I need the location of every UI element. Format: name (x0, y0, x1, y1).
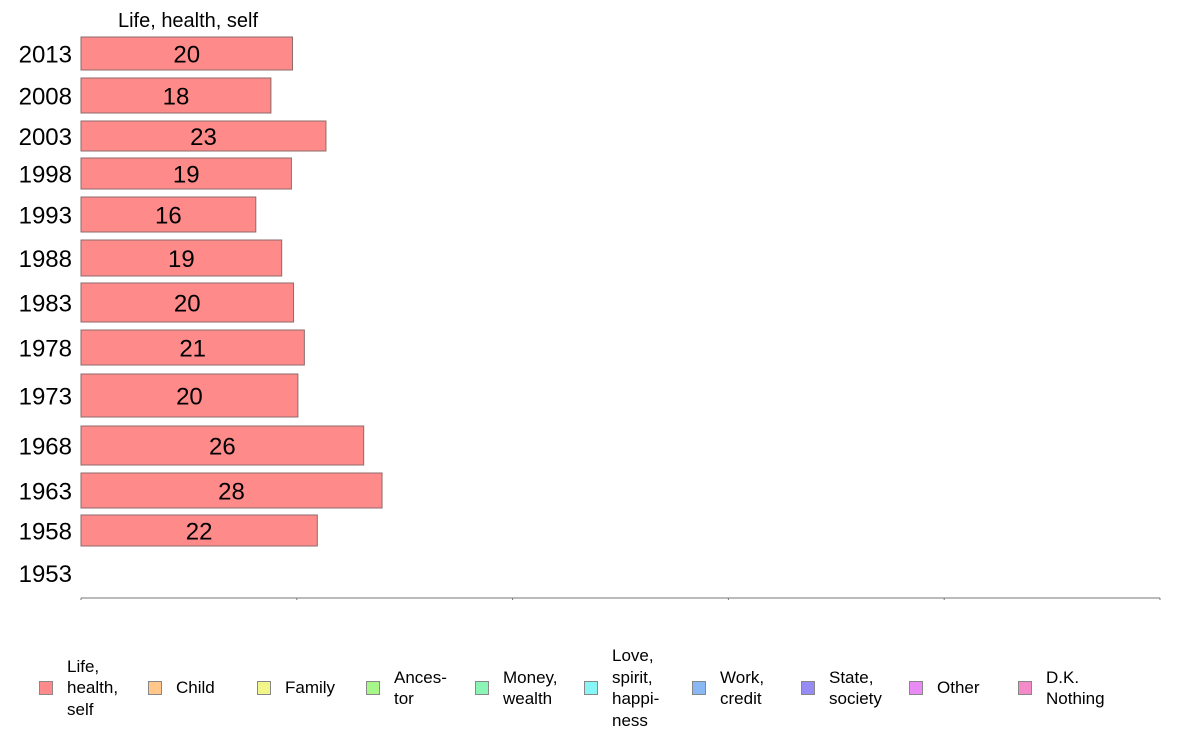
legend-label: Child (176, 678, 215, 698)
bar-value-label-1998: 19 (173, 162, 200, 189)
year-label-1988: 1988 (19, 246, 72, 273)
bar-1963 (80, 472, 383, 509)
bar-1988 (80, 239, 283, 277)
bar-value-label-2008: 18 (163, 84, 190, 111)
bar-1978 (80, 329, 305, 366)
year-label-2013: 2013 (19, 42, 72, 69)
year-label-2008: 2008 (19, 84, 72, 111)
bar-value-label-1973: 20 (176, 384, 203, 411)
legend-item: Work, credit (692, 640, 764, 736)
year-label-1953: 1953 (19, 561, 72, 588)
legend-label: Life, health, self (67, 656, 119, 719)
legend-item: State, society (801, 640, 882, 736)
year-label-1958: 1958 (19, 519, 72, 546)
bar-value-label-1968: 26 (209, 434, 236, 461)
bar-value-label-1983: 20 (174, 291, 201, 318)
bar-value-label-1978: 21 (179, 336, 206, 363)
legend-label: Other (937, 678, 980, 698)
bar-value-label-2013: 20 (173, 42, 200, 69)
legend-label: Work, credit (720, 667, 765, 709)
bar-2013 (80, 36, 293, 71)
bar-1993 (80, 196, 257, 233)
legend-label: Money, wealth (503, 667, 558, 709)
year-label-1968: 1968 (19, 434, 72, 461)
legend-label: D.K. Nothing (1046, 667, 1105, 709)
legend-swatch (1018, 681, 1032, 695)
bars-group: 2013 20 2008 18 2003 23 1998 19 1993 16 1988 19 1983… (19, 36, 383, 588)
bar-1983 (80, 282, 295, 323)
bar-value-label-1993: 16 (155, 203, 182, 230)
legend-swatch (148, 681, 162, 695)
bar-1958 (80, 514, 318, 547)
legend-swatch (475, 681, 489, 695)
legend-item: Love, spirit, happi- ness (584, 640, 659, 736)
legend-swatch (584, 681, 598, 695)
legend-label: State, society (829, 667, 882, 709)
bar-2003 (80, 120, 327, 152)
legend-label: Ances- tor (394, 667, 447, 709)
legend-swatch (909, 681, 923, 695)
year-label-2003: 2003 (19, 124, 72, 151)
legend-swatch (366, 681, 380, 695)
bar-value-label-1963: 28 (218, 479, 245, 506)
year-label-1973: 1973 (19, 384, 72, 411)
legend-item: Money, wealth (475, 640, 558, 736)
bar-chart: Life, health, self 2013 20 2008 18 2003 23 199… (19, 10, 1161, 600)
legend-item: D.K. Nothing (1018, 640, 1105, 736)
legend-swatch (692, 681, 706, 695)
legend-swatch (801, 681, 815, 695)
legend-item: Life, health, self (39, 640, 118, 736)
legend-swatch (257, 681, 271, 695)
year-label-1963: 1963 (19, 479, 72, 506)
legend: Life, health, self Child Family Ances- tor M… (0, 640, 1188, 736)
legend-label: Love, spirit, happi- ness (612, 646, 660, 730)
legend-label: Family (285, 678, 336, 698)
year-label-1998: 1998 (19, 162, 72, 189)
x-axis: 020406080100 (80, 597, 1161, 600)
legend-swatch (39, 681, 53, 695)
bar-1968 (80, 425, 365, 466)
bar-2008 (80, 77, 272, 114)
bar-value-label-2003: 23 (190, 124, 217, 151)
legend-item: Other (909, 640, 980, 736)
legend-item: Ances- tor (366, 640, 447, 736)
bar-1973 (80, 373, 299, 418)
year-label-1983: 1983 (19, 291, 72, 318)
bar-value-label-1958: 22 (186, 519, 213, 546)
year-label-1993: 1993 (19, 203, 72, 230)
bar-1998 (80, 157, 292, 190)
legend-item: Child (148, 640, 215, 736)
series-title: Life, health, self (118, 10, 259, 32)
bar-value-label-1988: 19 (168, 246, 195, 273)
year-label-1978: 1978 (19, 336, 72, 363)
legend-item: Family (257, 640, 335, 736)
